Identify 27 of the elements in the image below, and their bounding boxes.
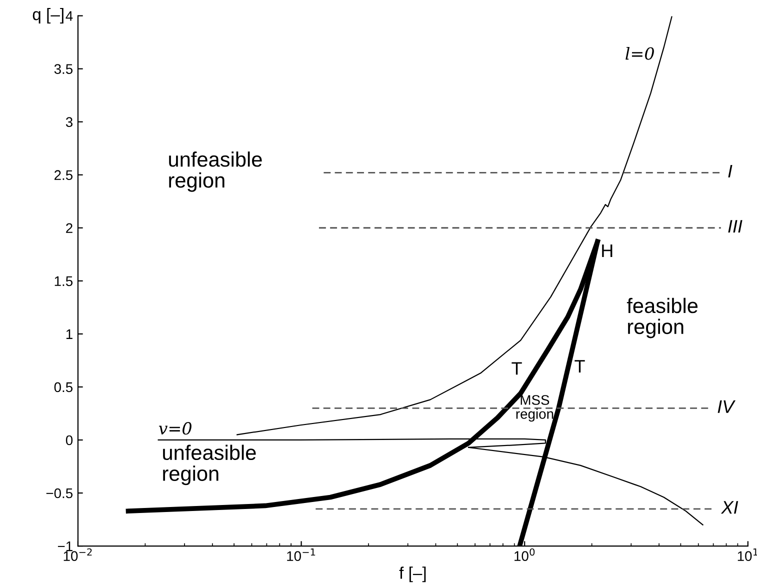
series-label: I [728,164,732,178]
annotation: unfeasible region [163,444,256,486]
annotation: l=0 [626,46,654,60]
annotation: T [512,362,522,375]
y-tick-label: 3 [66,117,72,127]
y-tick-label: 2.5 [54,170,73,180]
x-axis-title: f [–] [399,566,426,582]
annotation: H [602,244,612,257]
x-tick-label: 10$^{−1}$ [287,548,316,562]
annotation: v=0 [158,422,192,435]
y-tick-label: 2 [66,223,72,233]
y-tick-label: 0.5 [54,382,73,392]
y-tick-label: 3.5 [54,64,73,74]
y-tick-label: 1 [66,329,72,339]
x-tick-label: 10$^{0}$ [514,548,535,561]
annotation: unfeasible region [169,151,262,192]
y-axis-title: q [–] [32,8,64,24]
annotation: T [574,360,585,373]
annotation: MSS region [516,395,554,422]
annotation: feasible region [626,298,698,338]
series-label: IV [718,400,736,413]
series-label: XI [720,501,738,514]
y-tick-label: 0 [66,435,73,446]
series-label: III [728,220,742,233]
y-tick-label: 1.5 [54,276,73,286]
y-tick-label: −0.5 [46,488,73,498]
y-tick-label: 4 [66,11,73,21]
